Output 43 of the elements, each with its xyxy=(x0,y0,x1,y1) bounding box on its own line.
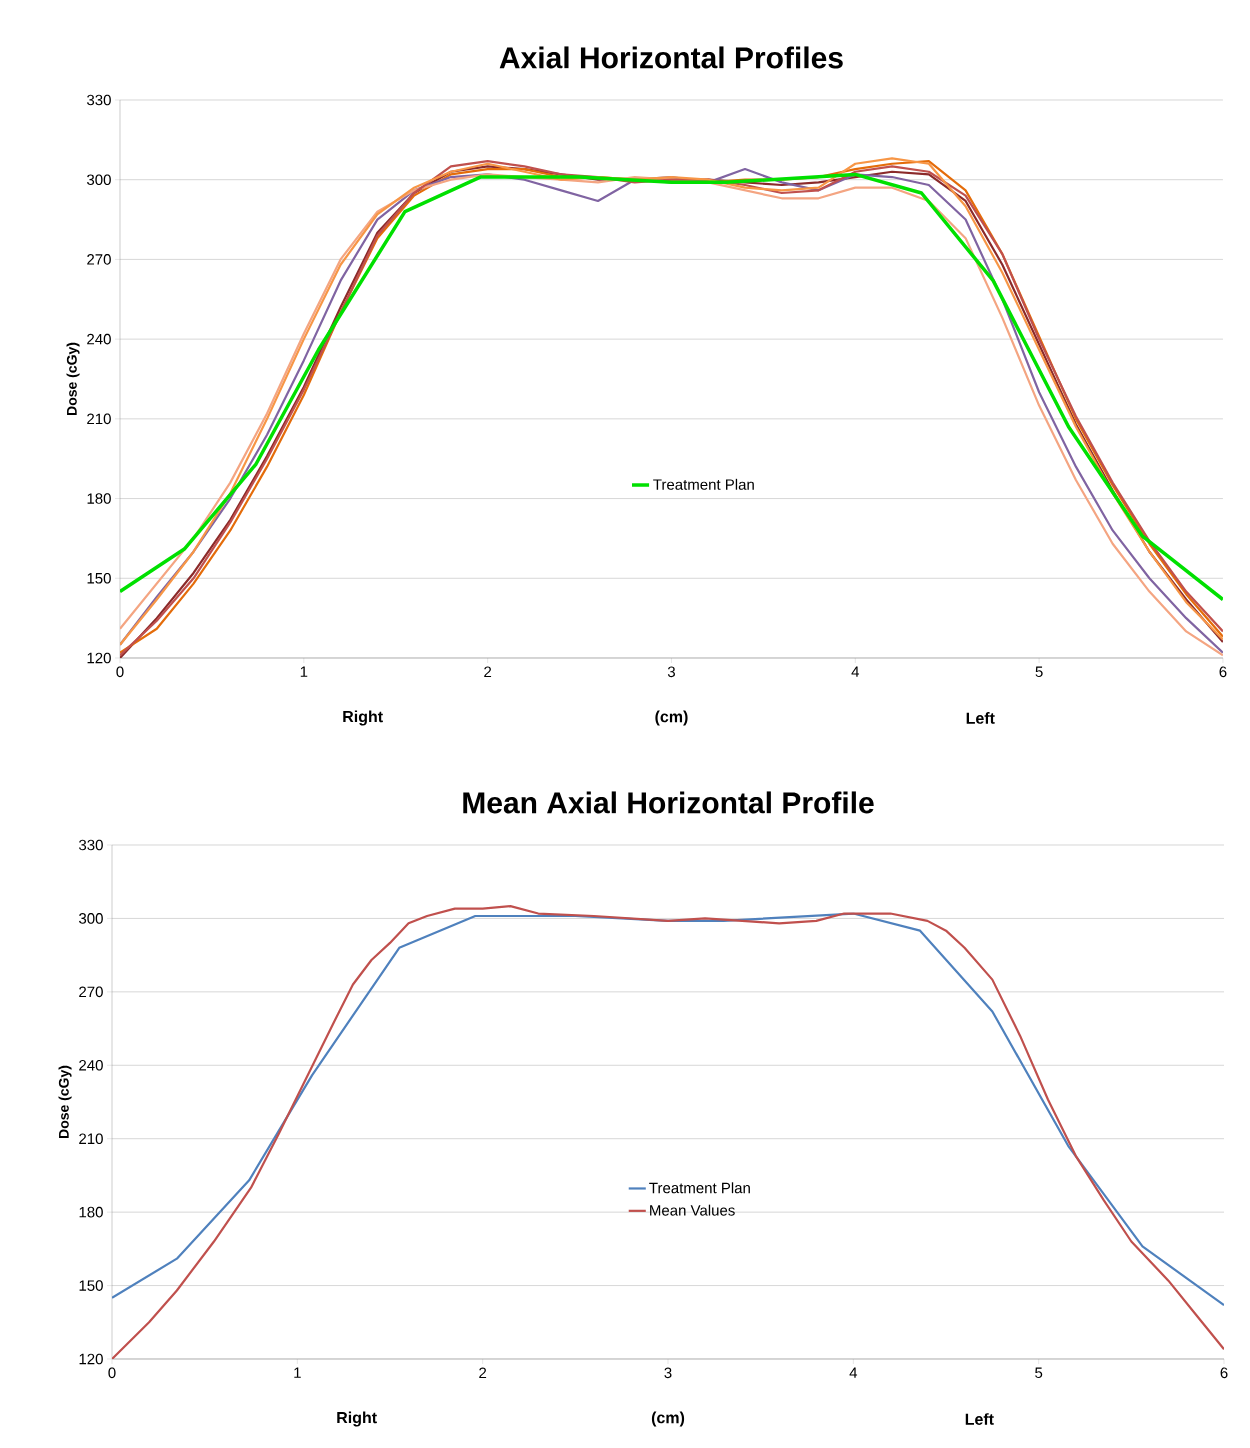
chart-title: Mean Axial Horizontal Profile xyxy=(463,791,874,814)
x-tick-label: 5 xyxy=(1035,1367,1043,1378)
y-tick-label: 120 xyxy=(79,1353,103,1365)
x-tick-label: 4 xyxy=(851,666,860,677)
y-tick-label: 180 xyxy=(79,1206,103,1218)
x-tick-label: 3 xyxy=(664,1367,672,1379)
legend-label: Treatment Plan xyxy=(653,478,754,490)
x-tick-label: 6 xyxy=(1220,1367,1228,1379)
x-tick-label: 6 xyxy=(1219,666,1227,678)
y-tick-label: 270 xyxy=(79,986,103,998)
x-tick-label: 3 xyxy=(667,666,675,678)
x-tick-label: 1 xyxy=(294,1367,301,1378)
y-tick-label: 300 xyxy=(87,174,111,186)
text: Left xyxy=(965,1413,994,1425)
y-axis-title: Dose (cGy) xyxy=(66,342,80,415)
y-tick-label: 300 xyxy=(79,913,103,924)
x-tick-label: 0 xyxy=(116,666,124,678)
y-tick-label: 150 xyxy=(87,572,111,584)
legend-label: Treatment Plan xyxy=(649,1182,750,1194)
x-tick-label: 4 xyxy=(849,1367,858,1378)
x-tick-label: 2 xyxy=(484,666,492,677)
chart-title: Axial Horizontal Profiles xyxy=(499,46,843,69)
y-tick-label: 120 xyxy=(87,652,111,664)
text: Left xyxy=(966,712,995,724)
x-tick-label: 2 xyxy=(479,1367,487,1379)
y-tick-label: 180 xyxy=(87,493,111,504)
x-tick-label: 5 xyxy=(1035,666,1043,677)
y-axis-title: Dose (cGy) xyxy=(58,1065,72,1139)
y-tick-label: 330 xyxy=(87,94,111,106)
y-tick-label: 150 xyxy=(79,1280,103,1291)
y-tick-label: 210 xyxy=(79,1133,103,1145)
y-tick-label: 210 xyxy=(87,413,111,425)
x-tick-label: 1 xyxy=(300,666,308,677)
text: Right xyxy=(337,1411,377,1427)
x-tick-label: 0 xyxy=(108,1367,116,1379)
y-tick-label: 240 xyxy=(87,333,111,345)
x-axis-title: (cm) xyxy=(651,1411,685,1427)
text: Right xyxy=(343,710,383,726)
x-axis-title: (cm) xyxy=(655,710,688,726)
y-tick-label: 330 xyxy=(79,839,103,851)
y-tick-label: 240 xyxy=(79,1059,103,1071)
y-tick-label: 270 xyxy=(87,254,111,265)
legend-label: Mean Values xyxy=(650,1204,735,1216)
